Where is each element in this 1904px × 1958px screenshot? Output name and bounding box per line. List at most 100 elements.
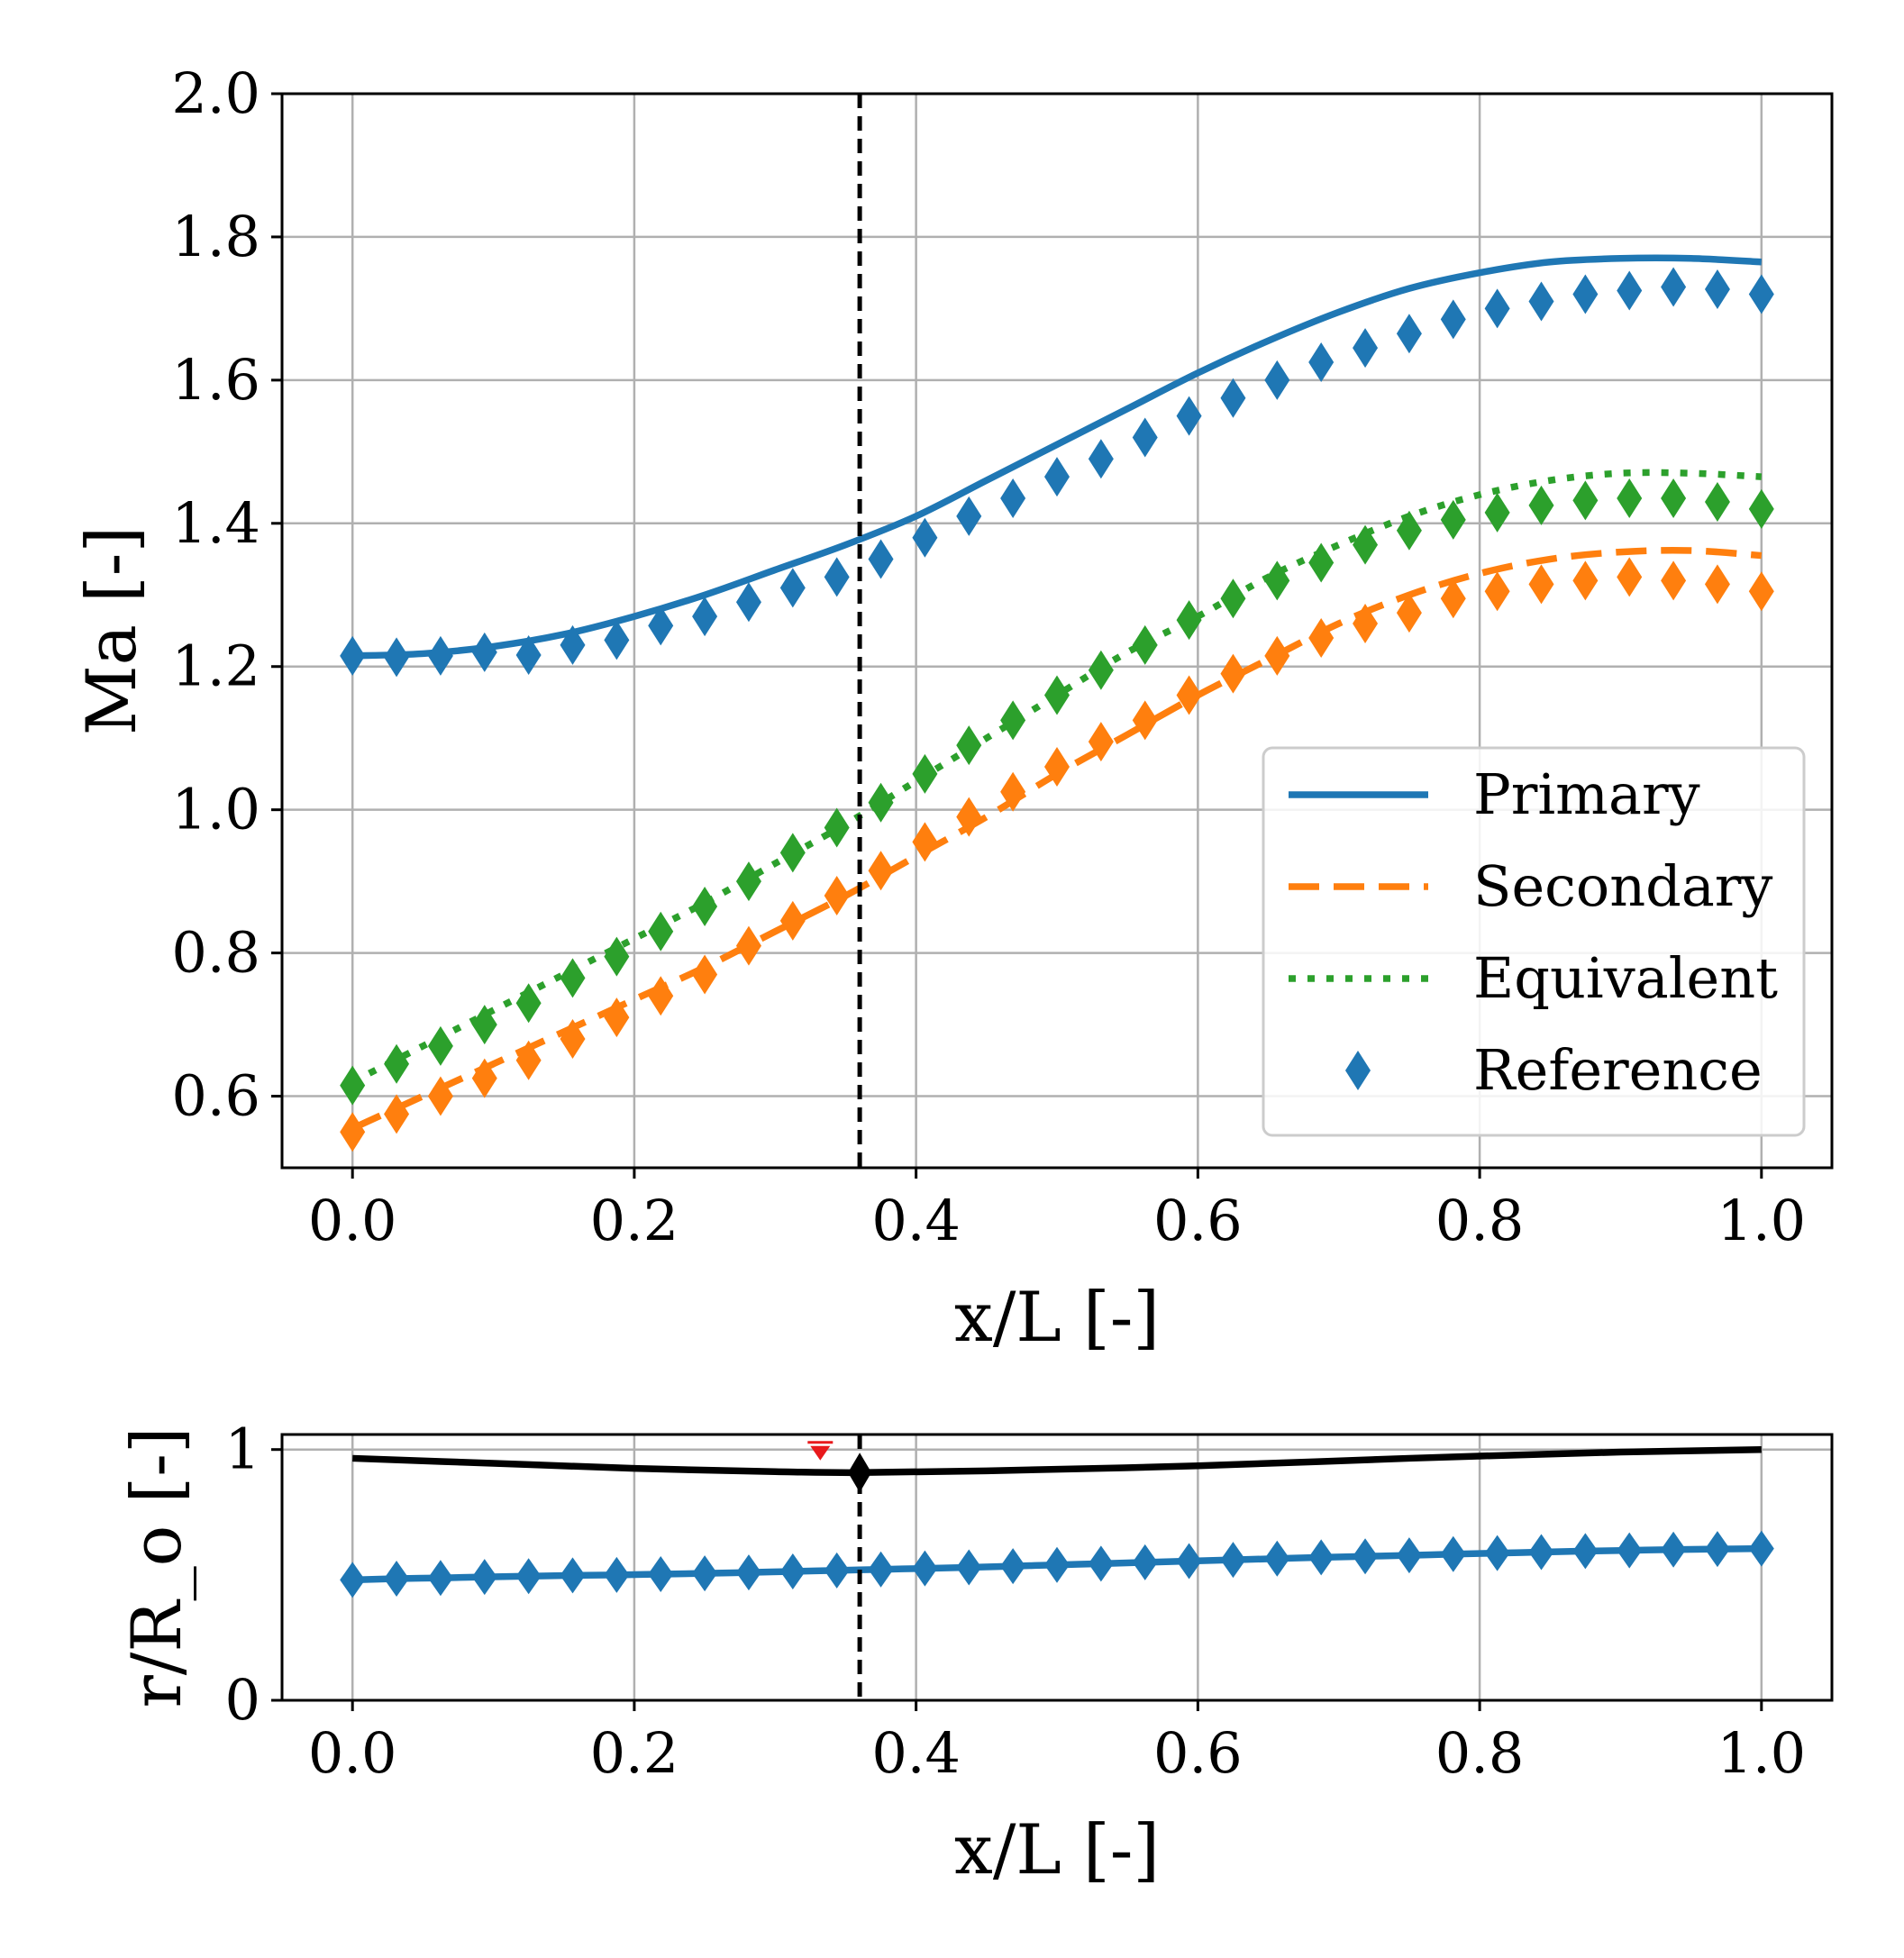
- inner-point: [1176, 1543, 1202, 1580]
- reference-point-secondary: [1353, 604, 1379, 644]
- inner-point: [912, 1550, 938, 1587]
- reference-point-equivalent: [1308, 542, 1335, 583]
- inner-point: [515, 1558, 542, 1595]
- reference-point-primary: [692, 597, 718, 637]
- reference-point-equivalent: [779, 833, 806, 873]
- reference-point-primary: [1264, 360, 1290, 400]
- x-tick-label: 0.0: [308, 1188, 397, 1253]
- inner-point: [1088, 1545, 1114, 1582]
- reference-point-primary: [384, 637, 410, 678]
- reference-point-primary: [1748, 274, 1774, 314]
- reference-point-equivalent: [1572, 480, 1599, 521]
- x-axis-label: x/L [-]: [954, 1809, 1160, 1890]
- reference-point-secondary: [824, 876, 850, 916]
- series-line-primary: [352, 254, 1763, 660]
- reference-point-secondary: [1572, 560, 1599, 601]
- reference-point-equivalent: [1088, 650, 1114, 690]
- reference-point-equivalent: [868, 782, 894, 823]
- reference-point-equivalent: [427, 1025, 453, 1066]
- reference-point-secondary: [648, 976, 674, 1016]
- reference-point-primary: [1308, 342, 1335, 382]
- reference-point-secondary: [1088, 722, 1114, 762]
- reference-point-equivalent: [1704, 481, 1730, 522]
- inner-point: [956, 1549, 982, 1586]
- inner-point: [824, 1552, 850, 1589]
- reference-point-secondary: [735, 925, 761, 966]
- reference-point-primary: [1528, 281, 1554, 322]
- series-line-secondary: [351, 546, 1763, 1132]
- inner-point: [560, 1557, 586, 1594]
- reference-point-secondary: [515, 1040, 542, 1080]
- inner-point: [1661, 1531, 1687, 1568]
- reference-point-primary: [1353, 328, 1379, 369]
- reference-point-primary: [1044, 457, 1070, 497]
- x-tick-label: 0.4: [871, 1720, 961, 1786]
- reference-point-equivalent: [735, 861, 761, 902]
- reference-point-secondary: [1748, 571, 1774, 612]
- legend: Primary Secondary Equivalent Reference: [1262, 746, 1806, 1137]
- outer-wall-line: [352, 1445, 1762, 1477]
- reference-point-secondary: [1220, 653, 1246, 694]
- y-axis-label: Ma [-]: [71, 526, 151, 735]
- radius-profile-chart: 0.0 0.2 0.4 0.6 0.8 1.0 0 1 x/L [-] r/R_o [-]: [116, 1416, 1834, 1890]
- reference-point-secondary: [1308, 617, 1335, 658]
- reference-point-equivalent: [1000, 700, 1026, 741]
- y-tick-label: 1.4: [171, 490, 260, 556]
- reference-point-primary: [1572, 274, 1599, 314]
- reference-point-primary: [1661, 267, 1687, 307]
- y-tick-label: 1.6: [171, 347, 260, 413]
- reference-point-secondary: [1264, 635, 1290, 676]
- reference-point-primary: [824, 557, 850, 597]
- legend-label-primary: Primary: [1473, 761, 1700, 827]
- reference-point-secondary: [1132, 700, 1158, 741]
- inner-point: [604, 1556, 630, 1593]
- inner-point: [779, 1553, 806, 1589]
- reference-point-primary: [912, 517, 938, 558]
- reference-point-equivalent: [1748, 488, 1774, 529]
- reference-point-equivalent: [1132, 624, 1158, 665]
- y-tick-label: 1: [225, 1416, 260, 1482]
- reference-point-primary: [956, 496, 982, 536]
- inner-point: [1308, 1539, 1335, 1576]
- reference-point-primary: [340, 635, 366, 676]
- reference-point-primary: [1132, 417, 1158, 458]
- mach-number-chart: 0.0 0.2 0.4 0.6 0.8 1.0 0.6 0.8 1.0 1.2 1.4 1.6 1.8 2…: [71, 60, 1834, 1357]
- reference-point-equivalent: [471, 1005, 497, 1045]
- reference-point-equivalent: [1176, 600, 1202, 641]
- reference-point-primary: [868, 539, 894, 579]
- reference-point-secondary: [384, 1094, 410, 1134]
- reference-point-equivalent: [1661, 478, 1687, 518]
- y-tick-label: 0.8: [171, 920, 260, 986]
- reference-point-primary: [1088, 439, 1114, 479]
- reference-point-secondary: [427, 1076, 453, 1116]
- inner-point: [1484, 1535, 1510, 1571]
- y-tick-label: 1.2: [171, 633, 260, 699]
- reference-point-equivalent: [692, 886, 718, 926]
- reference-point-primary: [1704, 269, 1730, 309]
- reference-point-secondary: [1176, 675, 1202, 715]
- reference-point-secondary: [604, 997, 630, 1038]
- inner-point: [340, 1562, 366, 1598]
- reference-point-secondary: [560, 1018, 586, 1059]
- legend-label-secondary: Secondary: [1473, 853, 1772, 919]
- reference-point-equivalent: [1484, 492, 1510, 533]
- plot-frame: [280, 1433, 1834, 1702]
- reference-point-secondary: [779, 900, 806, 941]
- inner-point: [1572, 1533, 1599, 1570]
- reference-point-equivalent: [1617, 478, 1643, 518]
- reference-point-secondary: [868, 851, 894, 891]
- x-axis-label: x/L [-]: [954, 1277, 1160, 1357]
- inner-point: [735, 1554, 761, 1591]
- reference-point-primary: [427, 635, 453, 676]
- reference-point-equivalent: [1528, 485, 1554, 525]
- inner-point: [1617, 1532, 1643, 1569]
- x-tick-label: 0.2: [590, 1188, 679, 1253]
- reference-point-primary: [560, 624, 586, 665]
- reference-point-equivalent: [1353, 524, 1379, 565]
- reference-point-secondary: [471, 1058, 497, 1098]
- x-tick-label: 1.0: [1717, 1188, 1807, 1253]
- x-tick-label: 0.6: [1153, 1188, 1243, 1253]
- reference-point-equivalent: [824, 807, 850, 848]
- inner-point: [868, 1551, 894, 1588]
